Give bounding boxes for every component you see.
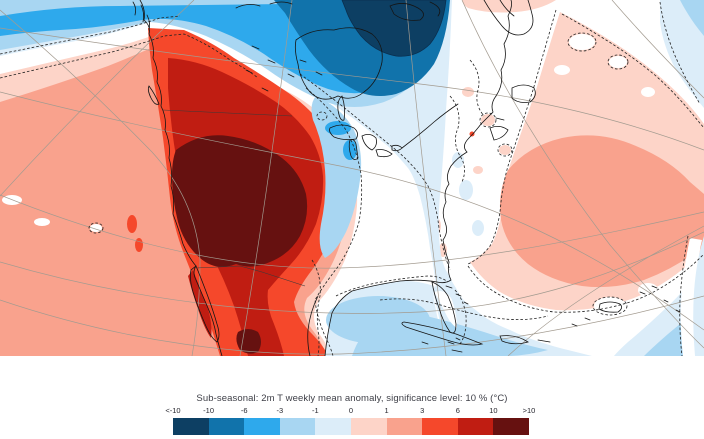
anomaly-map [0,0,704,356]
cold-right-edge-strip [693,236,704,356]
cold-anomaly-region [0,0,704,356]
colorbar-tick-label: 0 [348,406,354,415]
colorbar-tick-label: -6 [240,406,248,415]
colorbar-cell [422,418,458,435]
warm-anomaly-west-region [0,28,358,356]
colorbar-cell [244,418,280,435]
graticule [0,0,704,356]
colorbar-cell [350,418,387,435]
colorbar-cell [457,418,494,435]
colorbar-cell [386,418,423,435]
colorbar-cell [208,418,245,435]
warm-anomaly-atlantic-region [425,0,704,311]
colorbar-tick-label: <-10 [165,406,181,415]
colorbar-tick-labels: <-10 -10 -6 -3 -1 0 1 3 6 10 >10 [165,406,535,416]
chart-title: Sub-seasonal: 2m T weekly mean anomaly, … [196,393,508,404]
colorbar-cell [315,418,351,435]
colorbar-cell [173,418,209,435]
colorbar-tick-label: -10 [203,406,215,415]
colorbar-cell [279,418,316,435]
anomaly-map-svg [0,0,704,356]
colorbar-tick-label: >10 [522,406,536,415]
coastlines [132,0,681,356]
colorbar-tick-label: -3 [276,406,284,415]
political-borders [162,109,306,287]
colorbar-tick-label: 3 [420,406,425,415]
significance-contours [0,1,704,356]
colorbar-tick-label: -1 [312,406,319,415]
colorbar-cell [493,418,529,435]
colorbar-tick-label: 6 [455,406,460,415]
colorbar-tick-label: 1 [384,406,389,415]
colorbar [173,418,529,435]
colorbar-tick-label: 10 [489,406,498,415]
